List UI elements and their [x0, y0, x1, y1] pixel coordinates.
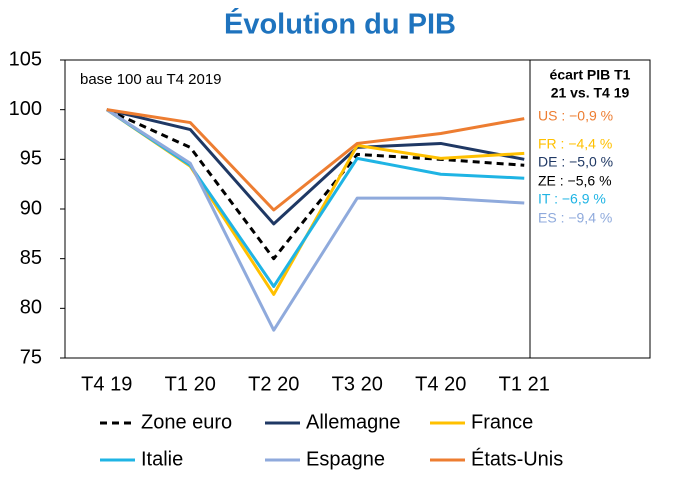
x-tick-label: T2 20 — [248, 373, 299, 395]
box-header: écart PIB T1 — [550, 67, 631, 83]
legend-label: Allemagne — [306, 411, 401, 433]
x-tick-label: T3 20 — [332, 373, 383, 395]
x-tick-label: T1 20 — [165, 373, 216, 395]
legend-label: Zone euro — [141, 411, 232, 433]
y-tick-label: 95 — [20, 148, 42, 170]
box-header: 21 vs. T4 19 — [551, 85, 630, 101]
box-label: ES : −9,4 % — [538, 210, 612, 226]
x-tick-label: T4 20 — [415, 373, 466, 395]
legend-label: France — [471, 411, 533, 433]
box-label: ZE : −5,6 % — [538, 173, 612, 189]
y-tick-label: 105 — [9, 48, 42, 70]
series-line — [106, 108, 525, 226]
legend-label: Espagne — [306, 448, 385, 470]
y-tick-label: 75 — [20, 346, 42, 368]
y-tick-label: 90 — [20, 197, 42, 219]
chart-title: Évolution du PIB — [224, 7, 456, 41]
legend-label: Italie — [141, 448, 183, 470]
y-tick-label: 80 — [20, 297, 42, 319]
y-tick-label: 100 — [9, 98, 42, 120]
y-tick-label: 85 — [20, 247, 42, 269]
note: base 100 au T4 2019 — [80, 71, 222, 88]
x-tick-label: T1 21 — [499, 373, 550, 395]
box-label: DE : −5,0 % — [538, 154, 613, 170]
x-tick-label: T4 19 — [81, 373, 132, 395]
box-label: IT : −6,9 % — [538, 191, 606, 207]
legend-label: États-Unis — [471, 447, 563, 470]
annotation-box — [529, 59, 651, 359]
series-line — [106, 108, 525, 212]
box-label: US : −0,9 % — [538, 108, 613, 124]
series-line — [105, 108, 525, 332]
series-line — [106, 108, 525, 261]
box-label: FR : −4,4 % — [538, 136, 612, 152]
